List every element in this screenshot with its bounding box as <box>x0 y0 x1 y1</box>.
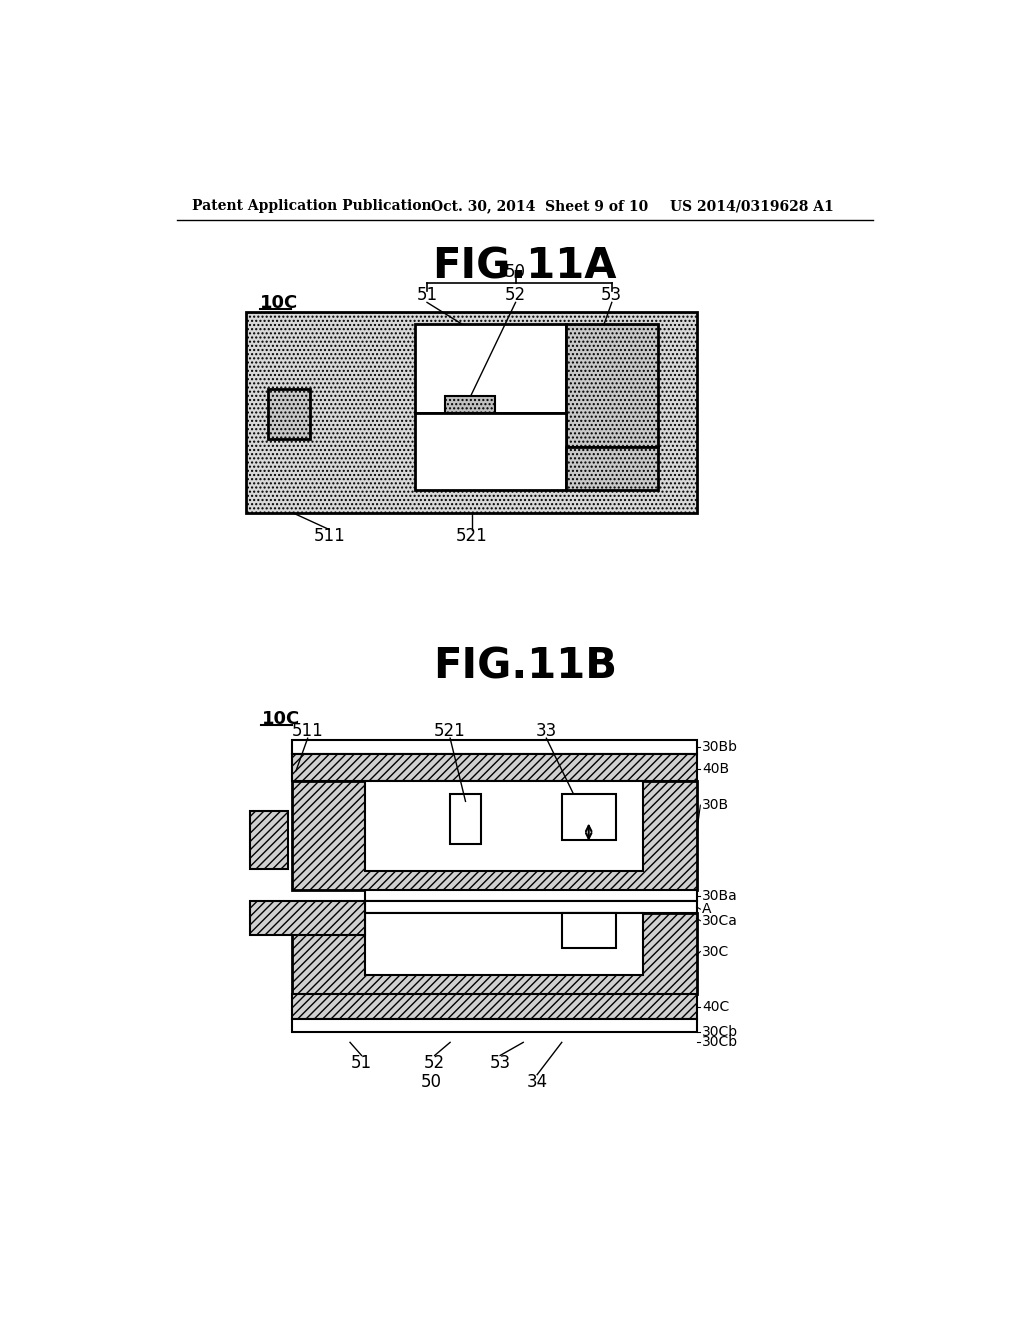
Text: 53: 53 <box>601 285 623 304</box>
Bar <box>250 902 366 935</box>
Text: 511: 511 <box>313 527 345 545</box>
Text: 40B: 40B <box>701 762 729 776</box>
Text: 51: 51 <box>351 1055 372 1072</box>
Text: 50: 50 <box>421 1073 441 1092</box>
Text: Oct. 30, 2014  Sheet 9 of 10: Oct. 30, 2014 Sheet 9 of 10 <box>431 199 648 213</box>
Text: 30Cb: 30Cb <box>701 1035 738 1049</box>
Bar <box>292 1019 696 1032</box>
Bar <box>246 313 696 512</box>
Bar <box>267 389 310 440</box>
Text: A: A <box>701 902 712 916</box>
Text: 30B: 30B <box>701 799 729 812</box>
Bar <box>366 913 643 974</box>
Text: 51: 51 <box>417 285 437 304</box>
Bar <box>562 793 615 840</box>
Text: FIG.11B: FIG.11B <box>433 645 616 688</box>
Bar <box>366 902 696 913</box>
Text: 521: 521 <box>434 722 466 739</box>
Bar <box>292 754 696 780</box>
Text: 30Bb: 30Bb <box>701 739 738 754</box>
Bar <box>292 994 696 1019</box>
Bar <box>366 780 643 871</box>
Text: Patent Application Publication: Patent Application Publication <box>193 199 432 213</box>
Bar <box>565 323 658 447</box>
Text: 52: 52 <box>424 1055 445 1072</box>
Text: 40C: 40C <box>701 1001 729 1014</box>
Text: 521: 521 <box>456 527 487 545</box>
Text: 52: 52 <box>505 285 526 304</box>
Bar <box>451 793 481 843</box>
Bar <box>444 396 495 412</box>
Text: 30Ca: 30Ca <box>701 913 737 928</box>
Text: US 2014/0319628 A1: US 2014/0319628 A1 <box>670 199 834 213</box>
Bar <box>292 780 696 890</box>
Bar <box>292 913 696 994</box>
Text: 10C: 10C <box>260 294 298 312</box>
Bar <box>250 812 289 869</box>
Bar <box>416 412 565 490</box>
Text: 30Cb: 30Cb <box>701 1026 738 1039</box>
Text: 30C: 30C <box>701 945 729 958</box>
Text: 53: 53 <box>489 1055 511 1072</box>
Text: 30Ba: 30Ba <box>701 890 737 903</box>
Text: 511: 511 <box>292 722 324 739</box>
Text: 10C: 10C <box>261 710 300 727</box>
Bar <box>292 739 696 754</box>
Bar <box>416 323 565 412</box>
Bar <box>565 447 658 490</box>
Text: 33: 33 <box>536 722 557 739</box>
Text: 34: 34 <box>526 1073 548 1092</box>
Bar <box>562 913 615 948</box>
Text: FIG.11A: FIG.11A <box>432 246 617 288</box>
Bar <box>366 890 696 902</box>
Text: 50: 50 <box>505 264 526 281</box>
